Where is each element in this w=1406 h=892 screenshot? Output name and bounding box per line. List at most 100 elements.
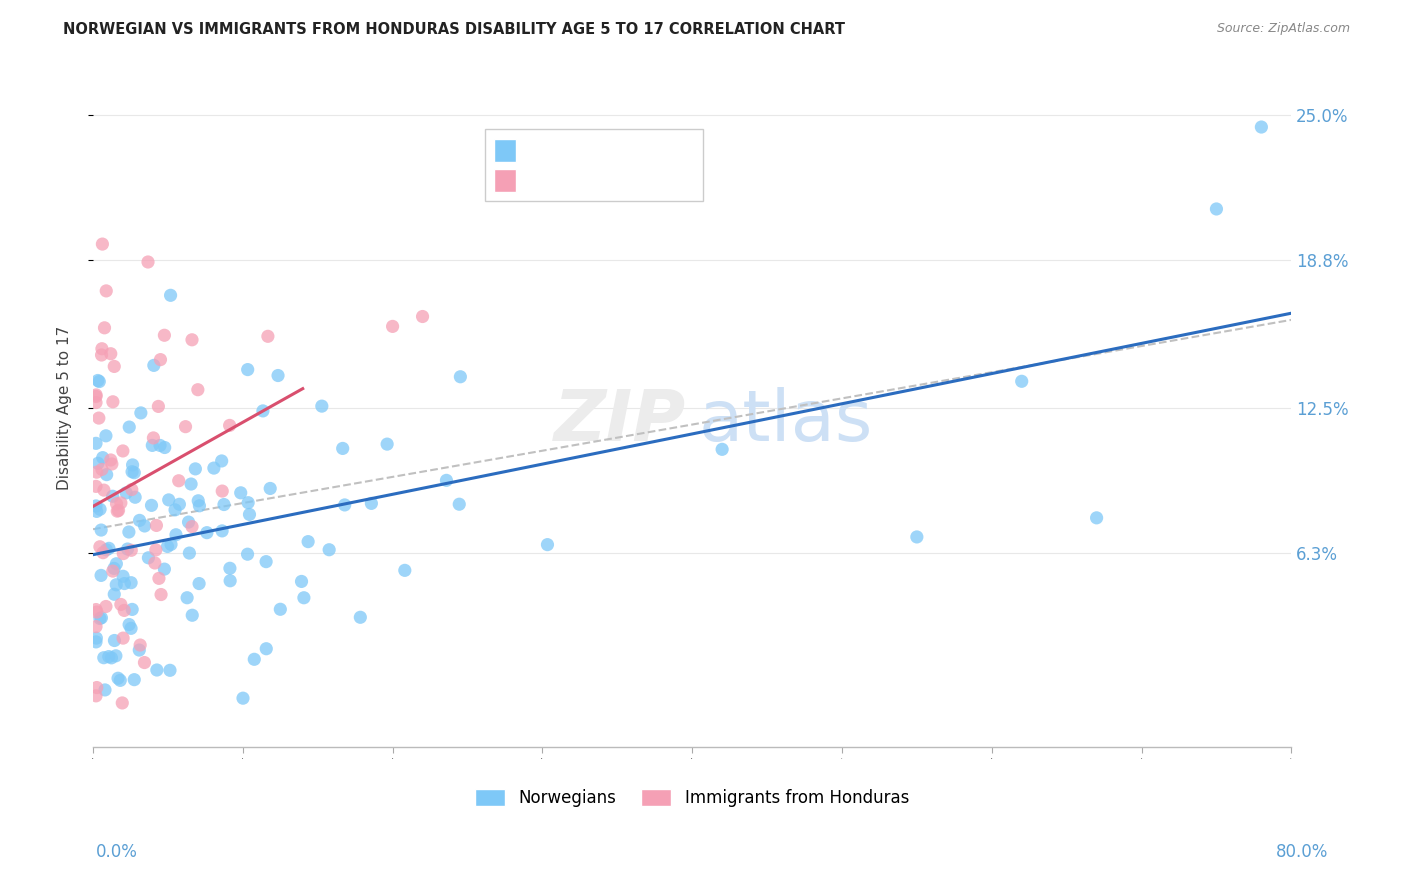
Point [104,648,127,663]
Point [86,504,108,518]
Point [86,631,108,645]
Point [138,550,160,565]
Point [153,562,176,576]
Point [174,419,197,434]
Point [181,333,204,347]
Legend: Norwegians, Immigrants from Honduras: Norwegians, Immigrants from Honduras [468,782,915,814]
Point [375,437,398,451]
Point [129,406,152,420]
Point [311,399,333,413]
Point [128,643,150,657]
Point [103,359,125,374]
Point [252,404,274,418]
Point [349,610,371,624]
Point [1205,202,1227,216]
Point [394,563,416,577]
Point [89,540,111,554]
Point [96,542,118,557]
Point [181,608,204,623]
Point [84,619,107,633]
Point [153,328,176,343]
Point [134,656,156,670]
Point [101,457,124,471]
Point [105,504,128,518]
Point [110,496,132,510]
Point [165,503,187,517]
Point [167,474,190,488]
Point [243,652,266,666]
Point [90,342,112,356]
Point [211,454,233,468]
Point [86,605,108,619]
Point [115,486,138,500]
Point [129,638,152,652]
Point [84,635,107,649]
Point [84,479,107,493]
Text: N = 116: N = 116 [612,144,675,158]
Point [536,538,558,552]
Point [436,474,458,488]
Point [118,420,141,434]
Point [159,663,181,677]
Text: R = 0.391: R = 0.391 [524,173,602,187]
Point [103,561,125,575]
Point [156,540,179,554]
Point [112,603,135,617]
Point [259,482,281,496]
Point [236,547,259,561]
Point [145,542,167,557]
Point [91,546,114,560]
Point [146,663,169,677]
Point [121,458,143,472]
Point [141,499,163,513]
Point [157,492,180,507]
Point [89,611,111,625]
Point [176,591,198,605]
Point [219,561,242,575]
Point [121,465,143,479]
Point [91,462,114,476]
Point [153,441,176,455]
Point [165,528,187,542]
Point [96,467,118,482]
Point [202,461,225,475]
Point [100,650,122,665]
Point [180,477,202,491]
Point [177,515,200,529]
Point [86,681,108,695]
Point [86,465,108,479]
Point [257,329,280,343]
Point [184,462,207,476]
Point [91,450,114,465]
Point [94,599,117,614]
Point [297,534,319,549]
Point [188,499,211,513]
Point [159,288,181,302]
Point [148,571,170,585]
Point [1011,374,1033,388]
Text: NORWEGIAN VS IMMIGRANTS FROM HONDURAS DISABILITY AGE 5 TO 17 CORRELATION CHART: NORWEGIAN VS IMMIGRANTS FROM HONDURAS DI… [63,22,845,37]
Point [145,518,167,533]
Point [84,436,107,450]
Point [124,466,146,480]
Point [84,689,107,703]
Point [101,564,124,578]
Point [120,621,142,635]
Point [105,578,128,592]
Point [187,383,209,397]
Point [449,497,471,511]
Point [333,498,356,512]
Point [112,631,135,645]
Point [238,508,260,522]
Point [124,490,146,504]
Point [332,442,354,456]
Point [105,497,128,511]
Point [121,602,143,616]
Point [107,503,129,517]
Point [112,569,135,583]
Point [90,348,112,362]
Point [141,438,163,452]
Point [360,496,382,510]
Point [120,575,142,590]
Text: R = 0.231: R = 0.231 [524,144,600,158]
